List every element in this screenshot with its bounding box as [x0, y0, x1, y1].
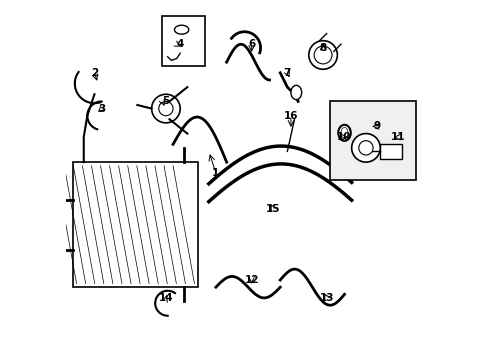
Text: 12: 12: [244, 275, 258, 285]
Text: 13: 13: [319, 293, 333, 303]
Text: 7: 7: [283, 68, 290, 78]
Text: 2: 2: [91, 68, 98, 78]
Text: 10: 10: [337, 132, 351, 142]
Circle shape: [151, 94, 180, 123]
Text: 5: 5: [162, 96, 169, 107]
Ellipse shape: [340, 127, 347, 138]
Circle shape: [351, 134, 380, 162]
Ellipse shape: [290, 85, 301, 100]
Circle shape: [159, 102, 173, 116]
Circle shape: [308, 41, 337, 69]
Text: 6: 6: [247, 39, 255, 49]
Bar: [329, 102, 415, 180]
Text: 3: 3: [98, 104, 105, 113]
Ellipse shape: [174, 25, 188, 34]
Bar: [380, 144, 401, 158]
Text: 8: 8: [319, 43, 326, 53]
Text: 14: 14: [158, 293, 173, 303]
Text: 4: 4: [176, 39, 183, 49]
Ellipse shape: [338, 125, 350, 141]
Text: 1: 1: [212, 168, 219, 178]
Text: 9: 9: [372, 121, 380, 131]
Text: 11: 11: [390, 132, 405, 142]
Circle shape: [358, 141, 372, 155]
Circle shape: [313, 46, 331, 64]
Text: 15: 15: [265, 203, 280, 213]
Text: 16: 16: [283, 111, 298, 121]
Bar: [73, 162, 198, 287]
Bar: [162, 16, 205, 66]
